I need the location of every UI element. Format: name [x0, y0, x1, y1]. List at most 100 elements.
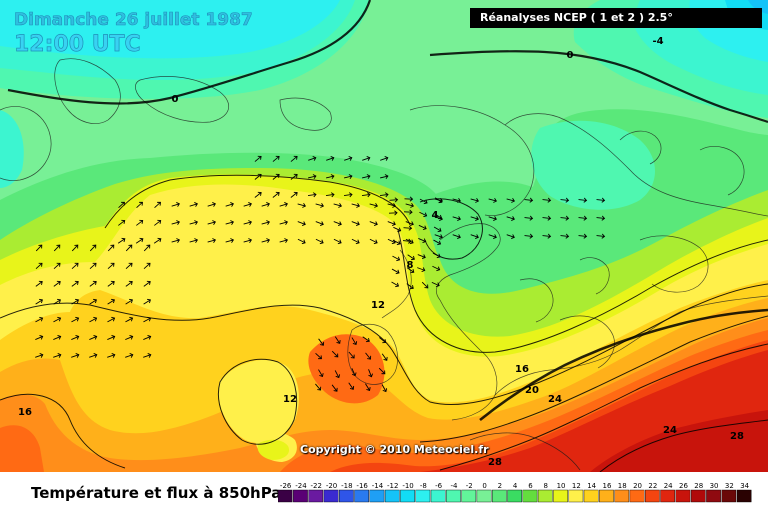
flux-arrow — [35, 353, 44, 358]
scale-tick-label: 6 — [528, 482, 533, 490]
scale-tick-label: -20 — [326, 482, 337, 490]
coastline — [699, 146, 745, 196]
flux-arrow — [107, 298, 115, 305]
flux-arrow — [243, 202, 252, 207]
isotherm-label: 24 — [548, 394, 562, 405]
temperature-region — [748, 0, 768, 14]
flux-arrow — [154, 219, 162, 226]
flux-arrow — [369, 203, 379, 208]
flux-arrow — [315, 221, 324, 227]
scale-tick-label: 18 — [618, 482, 627, 490]
scale-tick-label: -6 — [435, 482, 443, 490]
isotherm-line — [0, 393, 126, 469]
flux-arrow — [279, 202, 288, 207]
isotherm-line — [104, 174, 411, 229]
flux-arrow — [403, 225, 413, 231]
flux-arrow — [261, 202, 270, 207]
flux-arrow — [143, 316, 152, 323]
flux-arrow — [71, 316, 80, 323]
flux-arrow — [243, 238, 253, 243]
coastline — [54, 58, 121, 124]
flux-arrow — [89, 244, 97, 252]
flux-arrow — [419, 211, 428, 218]
flux-arrow — [344, 156, 353, 161]
flux-arrow — [107, 262, 115, 269]
flux-arrow — [143, 244, 151, 252]
flux-arrow — [344, 174, 353, 180]
flux-arrow — [225, 202, 234, 207]
flux-arrow — [405, 203, 415, 208]
flux-arrow — [391, 281, 400, 288]
flux-arrow — [53, 244, 61, 252]
flux-arrow — [361, 192, 371, 198]
scale-swatch — [323, 489, 339, 503]
scale-swatch — [308, 489, 324, 503]
flux-arrow — [89, 280, 97, 287]
flux-arrow — [470, 216, 479, 221]
coastline-layer — [0, 58, 768, 471]
flux-arrow — [431, 281, 440, 288]
flux-arrow — [125, 353, 134, 358]
flux-arrow — [136, 201, 143, 209]
flux-arrow — [351, 337, 358, 346]
flux-arrow — [392, 255, 401, 262]
flux-arrow — [315, 383, 322, 391]
isotherm-line — [599, 419, 768, 472]
flux-arrow — [403, 209, 413, 215]
scale-tick-label: 4 — [513, 482, 518, 490]
isotherm-label: 24 — [663, 425, 677, 436]
flux-arrow — [368, 369, 374, 378]
flux-arrow — [433, 226, 442, 233]
isotherm-label: 28 — [488, 457, 502, 468]
isotherm-label: 8 — [407, 260, 414, 271]
flux-arrow — [315, 352, 322, 360]
flux-arrow — [207, 238, 217, 243]
flux-arrow — [542, 197, 552, 203]
flux-arrow — [452, 198, 461, 203]
flux-arrow — [381, 353, 388, 361]
flux-arrow — [560, 233, 570, 239]
isotherm-label: -4 — [652, 36, 663, 47]
coastline — [579, 257, 610, 295]
scale-swatch — [415, 489, 431, 503]
scale-tick-label: 32 — [725, 482, 734, 490]
flux-arrow — [326, 156, 335, 161]
scale-swatch — [339, 489, 354, 503]
coastline — [135, 76, 230, 123]
source-label: Réanalyses NCEP ( 1 et 2 ) 2.5° — [470, 8, 762, 28]
flux-arrow — [388, 210, 398, 216]
flux-arrow — [35, 334, 44, 341]
flux-arrow — [331, 384, 338, 392]
scale-tick-label: 14 — [587, 482, 596, 490]
flux-arrow — [308, 174, 317, 180]
flux-arrow — [318, 369, 324, 378]
flux-arrow — [381, 384, 388, 393]
flux-arrow — [404, 196, 414, 202]
flux-arrow — [596, 233, 606, 239]
flux-arrow — [433, 239, 442, 246]
flux-arrow — [189, 220, 199, 225]
scale-swatch — [721, 489, 737, 503]
flux-arrow — [524, 233, 534, 239]
flux-arrow — [35, 244, 43, 252]
flux-arrow — [470, 234, 479, 239]
flux-arrow — [297, 238, 306, 245]
flux-arrow — [434, 216, 443, 221]
isotherm-label: 12 — [371, 300, 385, 311]
temperature-region — [218, 360, 299, 444]
flux-arrow — [488, 198, 497, 203]
flux-arrow — [118, 201, 125, 209]
flux-arrow — [154, 201, 161, 209]
flux-arrow — [418, 224, 427, 231]
flux-arrow — [71, 244, 79, 252]
flux-arrow — [331, 350, 339, 358]
flux-arrow — [279, 238, 289, 243]
scale-tick-label: -18 — [341, 482, 352, 490]
flux-arrow — [290, 191, 298, 198]
flux-arrow — [542, 233, 552, 239]
flux-arrow — [351, 221, 360, 227]
scale-tick-label: -8 — [420, 482, 427, 490]
flux-arrow — [35, 316, 44, 323]
scale-tick-label: 30 — [710, 482, 719, 490]
copyright-notice: Copyright © 2010 Meteociel.fr — [300, 443, 489, 456]
